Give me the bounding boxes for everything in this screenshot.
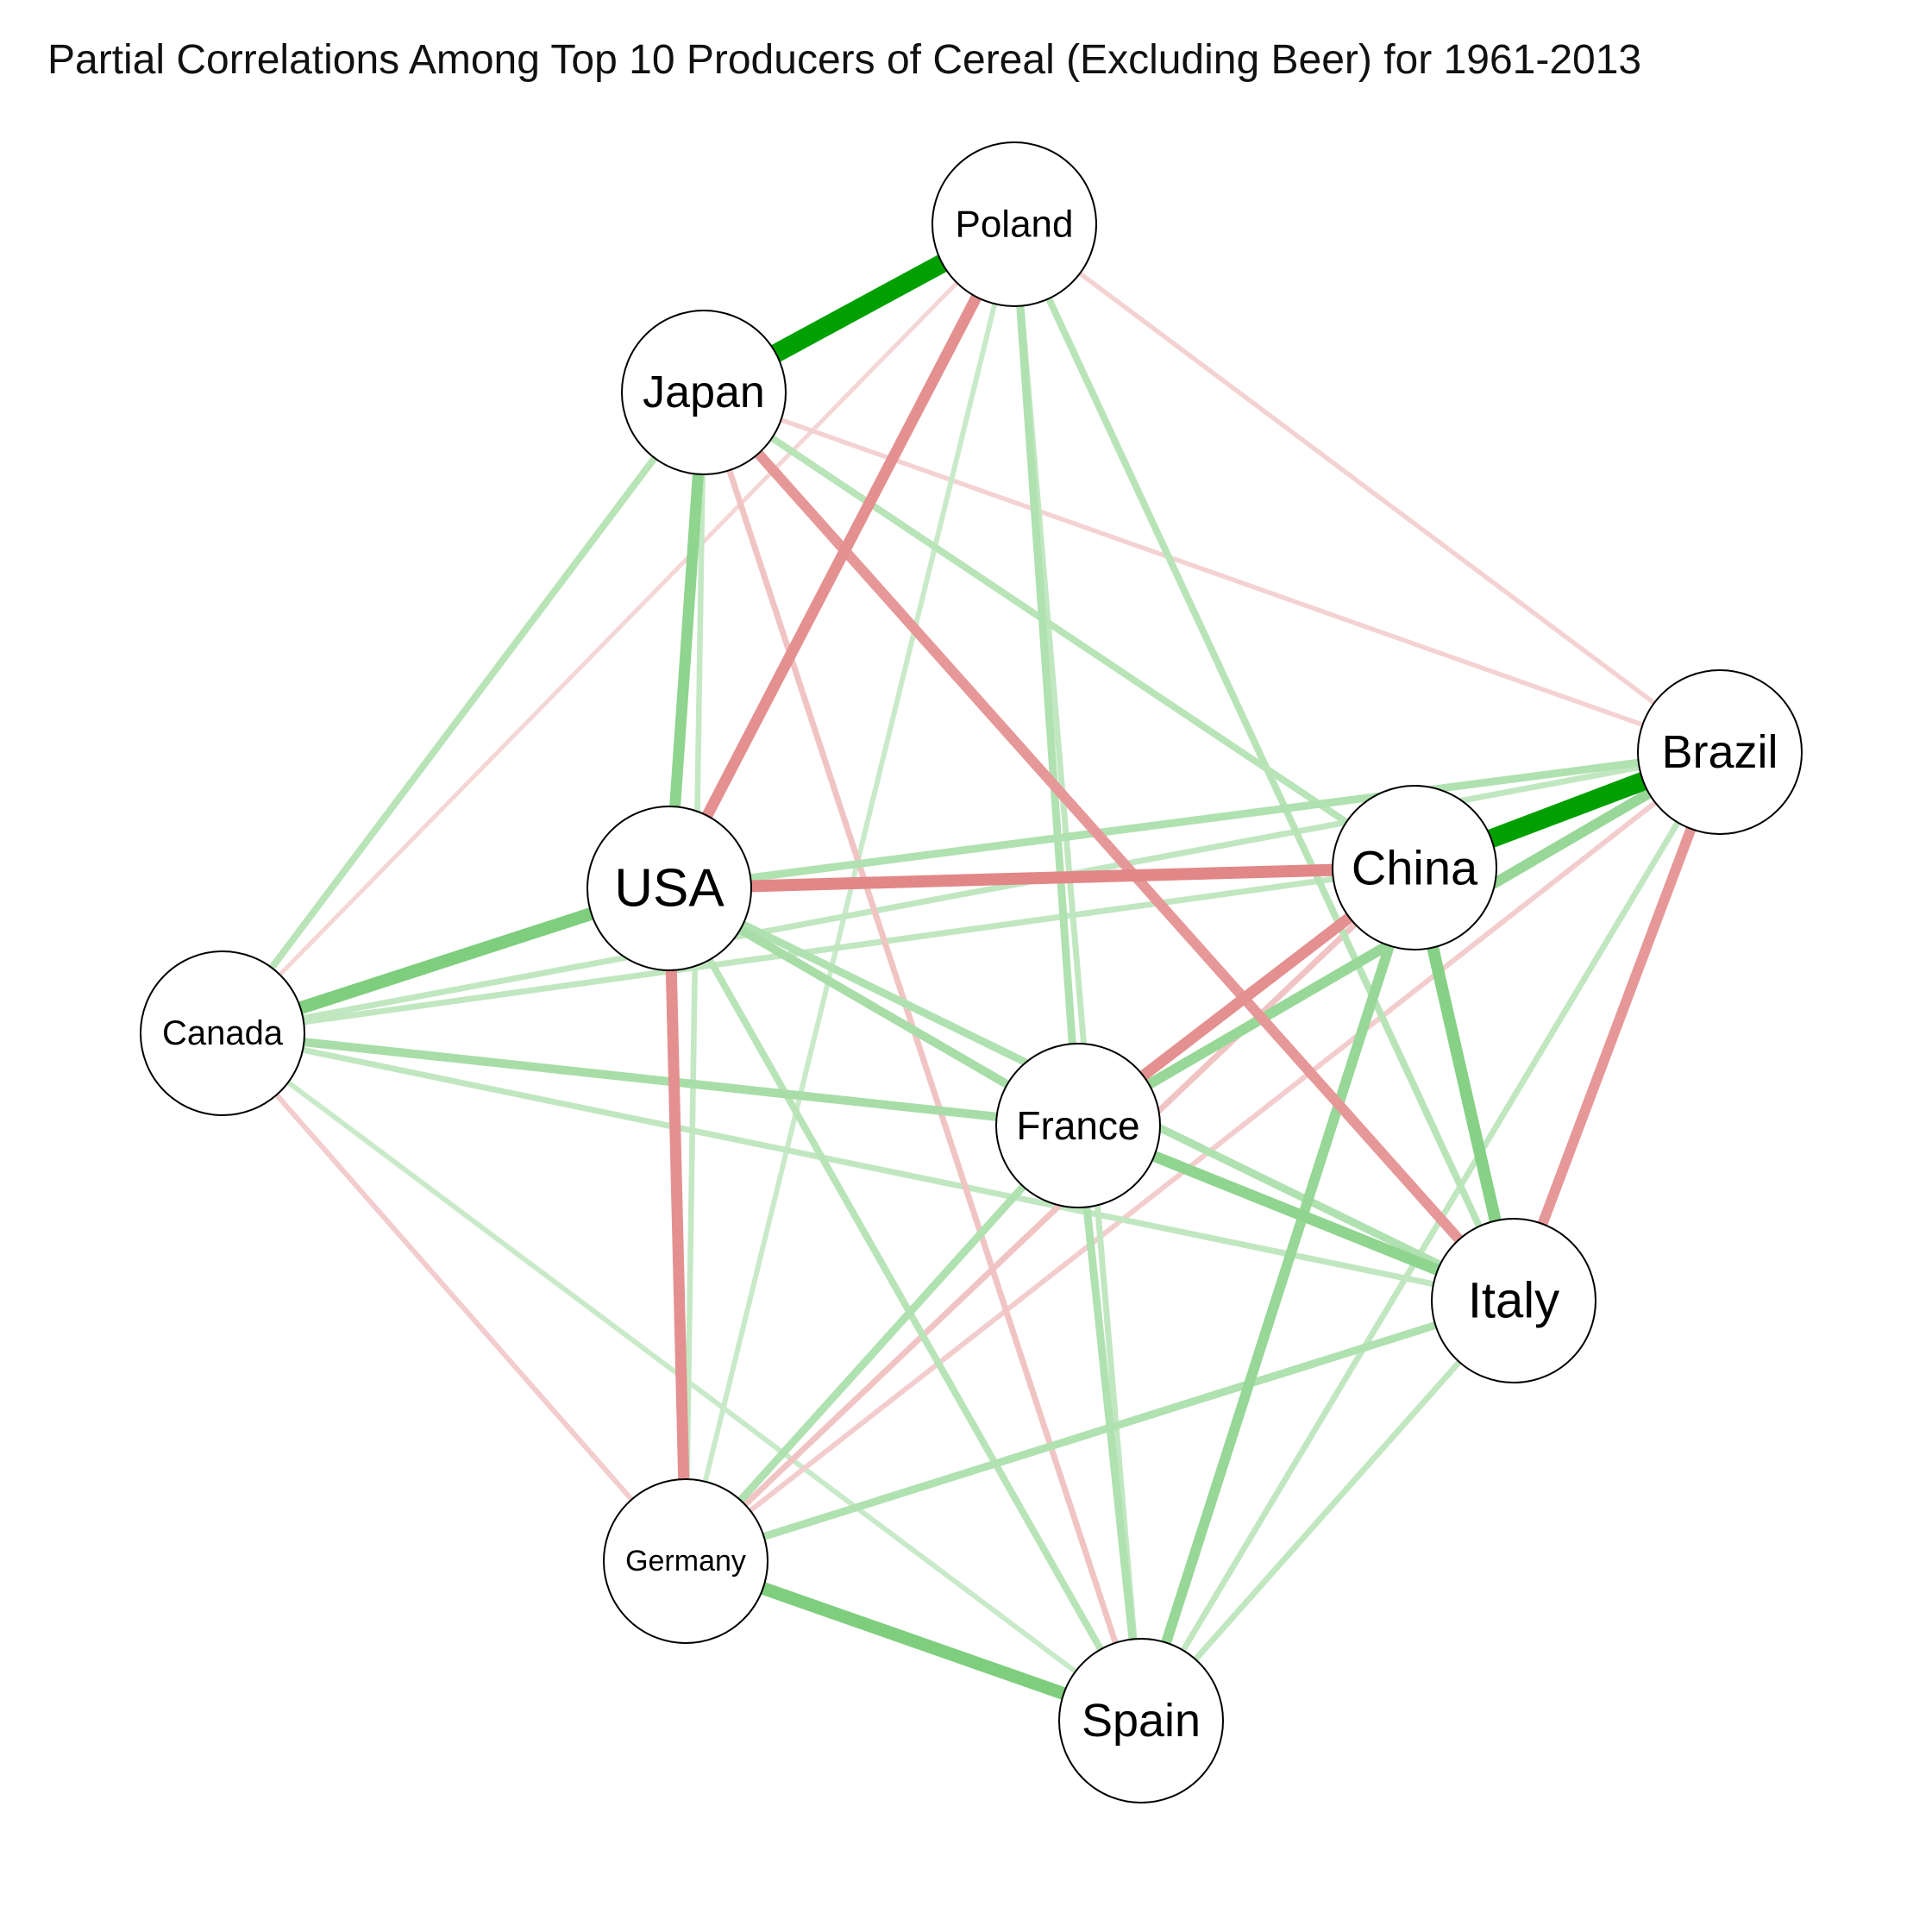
node-circle-germany (603, 1478, 768, 1644)
edge-usa-brazil (668, 748, 1721, 893)
node-label-usa: USA (614, 859, 724, 919)
node-circle-canada (140, 950, 305, 1116)
edge-japan-canada (219, 390, 707, 1036)
node-label-canada: Canada (162, 1014, 284, 1052)
node-label-china: China (1352, 841, 1478, 895)
node-label-spain: Spain (1082, 1695, 1201, 1747)
edge-usa-spain (666, 887, 1145, 1722)
node-layer: Poland Japan Brazil China USA Canada France Ita… (140, 141, 1803, 1803)
edge-japan-germany (682, 392, 707, 1562)
edge-brazil-italy (1509, 750, 1725, 1303)
node-label-italy: Italy (1468, 1273, 1559, 1329)
edge-usa-germany (663, 888, 692, 1562)
edge-poland-germany (683, 223, 1017, 1562)
edge-japan-spain (700, 391, 1145, 1722)
edge-layer (219, 216, 1725, 1728)
node-brazil: Brazil (1637, 669, 1803, 835)
edge-germany-brazil (684, 750, 1722, 1564)
node-usa: USA (586, 806, 752, 971)
edge-canada-germany (220, 1032, 688, 1563)
edge-canada-france (222, 1029, 1079, 1130)
edge-canada-brazil (222, 749, 1721, 1037)
node-label-poland: Poland (955, 204, 1073, 246)
edge-poland-usa (664, 222, 1019, 891)
node-france: France (995, 1043, 1161, 1208)
node-circle-italy (1431, 1218, 1596, 1383)
edge-japan-china (701, 389, 1417, 871)
edge-germany-china (683, 865, 1417, 1564)
node-label-brazil: Brazil (1661, 726, 1778, 778)
edge-germany-italy (684, 1296, 1515, 1565)
edge-poland-brazil (1013, 222, 1722, 755)
edge-canada-china (222, 864, 1415, 1037)
node-label-japan: Japan (643, 367, 765, 417)
edge-italy-spain (1138, 1298, 1516, 1723)
node-poland: Poland (932, 141, 1097, 307)
node-label-germany: Germany (625, 1545, 746, 1578)
node-japan: Japan (621, 310, 787, 475)
edge-canada-italy (222, 1030, 1515, 1304)
chart-title: Partial Correlations Among Top 10 Produc… (47, 37, 1642, 83)
node-circle-japan (621, 310, 787, 475)
node-circle-france (995, 1043, 1161, 1208)
node-germany: Germany (603, 1478, 768, 1644)
edge-poland-italy (1011, 223, 1517, 1302)
edge-china-usa (668, 862, 1415, 894)
edge-japan-brazil (703, 390, 1721, 755)
node-china: China (1332, 785, 1497, 950)
node-circle-usa (586, 806, 752, 971)
node-circle-poland (932, 141, 1097, 307)
edge-japan-usa (663, 392, 710, 889)
node-italy: Italy (1431, 1218, 1596, 1383)
node-spain: Spain (1058, 1638, 1224, 1803)
edge-poland-france (1010, 223, 1082, 1126)
edge-france-spain (1074, 1125, 1145, 1722)
node-circle-china (1332, 785, 1497, 950)
node-canada: Canada (140, 950, 305, 1116)
edge-canada-poland (221, 223, 1016, 1035)
edge-brazil-spain (1138, 750, 1723, 1722)
node-label-france: France (1016, 1103, 1139, 1148)
node-circle-brazil (1637, 669, 1803, 835)
edge-france-germany (682, 1122, 1082, 1565)
edge-china-spain (1136, 866, 1420, 1722)
edge-japan-italy (699, 389, 1518, 1304)
node-circle-spain (1058, 1638, 1224, 1803)
